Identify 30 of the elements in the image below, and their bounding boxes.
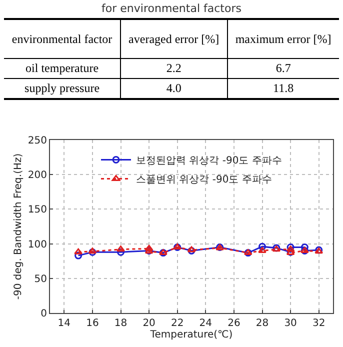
- x-axis-title: Temperature(℃): [149, 330, 233, 340]
- x-tick-label: 14: [58, 318, 71, 329]
- y-tick-label: 150: [28, 204, 47, 216]
- x-tick-label: 26: [228, 318, 240, 329]
- y-tick-label: 250: [28, 136, 47, 146]
- text: for environmental factors: [100, 2, 242, 16]
- y-tick-label: 200: [28, 170, 47, 182]
- y-tick-label: 100: [28, 239, 47, 250]
- text: 11.8: [227, 78, 339, 99]
- x-tick-label: 22: [170, 318, 184, 329]
- x-tick-label: 24: [199, 318, 212, 329]
- legend-label: 스풀변위 위상각 -90도 주파수: [136, 174, 272, 186]
- y-axis-title: -90 deg. Bandwidth Freq.(Hz): [12, 153, 24, 300]
- legend-label: 보정된압력 위상각 -90도 주파수: [136, 156, 282, 167]
- x-tick-label: 16: [86, 318, 99, 329]
- x-tick-label: 28: [256, 318, 269, 329]
- x-tick-label: 32: [312, 318, 326, 329]
- text: environmental factor: [4, 19, 121, 58]
- text: supply pressure: [4, 78, 121, 99]
- x-tick-label: 30: [284, 318, 297, 329]
- x-tick-label: 20: [142, 318, 156, 329]
- text: maximum error [%]: [227, 19, 339, 58]
- text: oil temperature: [4, 58, 121, 78]
- x-tick-label: 18: [114, 318, 128, 329]
- y-tick-label: 0: [40, 308, 47, 320]
- y-tick-label: 50: [34, 274, 47, 285]
- text: 4.0: [120, 78, 228, 99]
- text: 2.2: [120, 58, 228, 78]
- text: 6.7: [227, 58, 339, 78]
- text: averaged error [%]: [120, 19, 228, 58]
